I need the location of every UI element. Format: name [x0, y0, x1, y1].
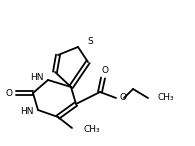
Text: O: O [102, 66, 108, 75]
Text: HN: HN [20, 107, 34, 117]
Text: S: S [87, 36, 93, 46]
Text: HN: HN [30, 73, 44, 82]
Text: CH₃: CH₃ [83, 126, 100, 134]
Text: O: O [6, 88, 13, 98]
Text: O: O [120, 93, 127, 102]
Text: CH₃: CH₃ [158, 93, 175, 102]
